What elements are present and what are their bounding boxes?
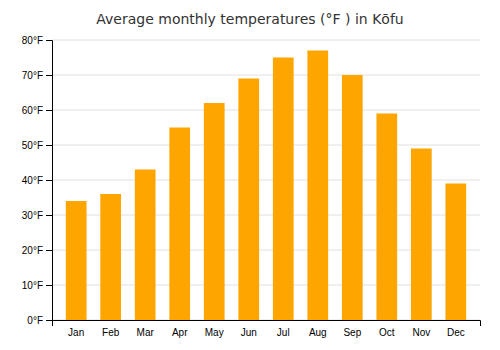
tick-label: 20°F bbox=[22, 245, 43, 256]
tick-label: Jan bbox=[68, 327, 84, 338]
grid-line bbox=[52, 40, 480, 41]
tick-label: Apr bbox=[172, 327, 188, 338]
tick: 40°F bbox=[22, 175, 52, 186]
tick-mark bbox=[46, 250, 52, 251]
tick: May bbox=[205, 327, 224, 338]
title: Average monthly temperatures (°F ) in Kō… bbox=[96, 11, 403, 27]
tick-label: 40°F bbox=[22, 175, 43, 186]
tick-label: Mar bbox=[137, 327, 155, 338]
tick: 0°F bbox=[27, 315, 52, 326]
tick-label: 80°F bbox=[22, 35, 43, 46]
tick: 20°F bbox=[22, 245, 52, 256]
tick-label: 60°F bbox=[22, 105, 43, 116]
tick-label: Jul bbox=[277, 327, 290, 338]
bar bbox=[135, 170, 156, 321]
bar bbox=[238, 79, 259, 321]
tick-label: Aug bbox=[309, 327, 327, 338]
bar bbox=[204, 103, 225, 320]
tick: Sep bbox=[343, 327, 361, 338]
bar bbox=[66, 201, 87, 320]
grid-line bbox=[52, 110, 480, 111]
tick-mark bbox=[46, 40, 52, 41]
bars bbox=[66, 51, 466, 321]
chart: Average monthly temperatures (°F ) in Kō… bbox=[0, 0, 500, 350]
tick: Jun bbox=[241, 327, 257, 338]
tick-label: Jun bbox=[241, 327, 257, 338]
tick: Oct bbox=[379, 327, 395, 338]
y-axis: 0°F 10°F 20°F 30°F 40°F 50°F 60°F 70°F 80°F bbox=[22, 35, 53, 326]
bar bbox=[376, 114, 397, 321]
tick: 80°F bbox=[22, 35, 52, 46]
tick-label: Dec bbox=[447, 327, 465, 338]
grid bbox=[52, 40, 480, 320]
bar bbox=[411, 149, 432, 321]
tick-label: May bbox=[205, 327, 224, 338]
tick: 70°F bbox=[22, 70, 52, 81]
tick: 50°F bbox=[22, 140, 52, 151]
tick-mark bbox=[46, 145, 52, 146]
tick-label: 10°F bbox=[22, 280, 43, 291]
x-axis: Jan Feb Mar Apr May Jun Jul Aug Sep Oct Nov Dec bbox=[53, 321, 481, 339]
tick-label: 70°F bbox=[22, 70, 43, 81]
tick: Jan bbox=[68, 327, 84, 338]
tick: 30°F bbox=[22, 210, 52, 221]
tick-label: 30°F bbox=[22, 210, 43, 221]
tick-label: 0°F bbox=[27, 315, 43, 326]
tick-label: Oct bbox=[379, 327, 395, 338]
tick: Aug bbox=[309, 327, 327, 338]
bar bbox=[342, 75, 363, 320]
tick: Dec bbox=[447, 327, 465, 338]
axis-line bbox=[53, 321, 481, 327]
tick-mark bbox=[46, 215, 52, 216]
tick: Jul bbox=[277, 327, 290, 338]
bar bbox=[307, 51, 328, 321]
tick: 60°F bbox=[22, 105, 52, 116]
tick-label: Feb bbox=[102, 327, 120, 338]
tick: Apr bbox=[172, 327, 188, 338]
tick-label: 50°F bbox=[22, 140, 43, 151]
bar bbox=[273, 58, 294, 321]
tick-mark bbox=[46, 285, 52, 286]
tick: Mar bbox=[137, 327, 155, 338]
tick-mark bbox=[46, 320, 52, 321]
tick-mark bbox=[46, 180, 52, 181]
tick-label: Nov bbox=[412, 327, 430, 338]
tick: Feb bbox=[102, 327, 120, 338]
tick-mark bbox=[46, 75, 52, 76]
bar bbox=[169, 128, 190, 321]
plot: 0°F 10°F 20°F 30°F 40°F 50°F 60°F 70°F 80°F Jan Fe… bbox=[22, 35, 481, 338]
tick-label: Sep bbox=[343, 327, 361, 338]
grid-line bbox=[52, 75, 480, 76]
axis-line bbox=[46, 41, 53, 321]
bar bbox=[445, 184, 466, 321]
tick: 10°F bbox=[22, 280, 52, 291]
grid-line bbox=[52, 145, 480, 146]
tick-mark bbox=[46, 110, 52, 111]
bar bbox=[100, 194, 121, 320]
tick: Nov bbox=[412, 327, 430, 338]
